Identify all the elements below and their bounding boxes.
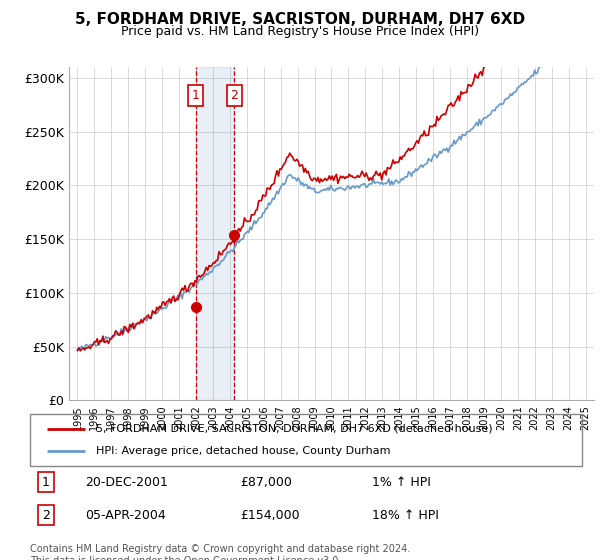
Text: Contains HM Land Registry data © Crown copyright and database right 2024.
This d: Contains HM Land Registry data © Crown c… xyxy=(30,544,410,560)
Text: 1: 1 xyxy=(191,89,199,102)
Text: 20-DEC-2001: 20-DEC-2001 xyxy=(85,475,168,489)
Text: £154,000: £154,000 xyxy=(240,508,299,522)
Text: HPI: Average price, detached house, County Durham: HPI: Average price, detached house, Coun… xyxy=(96,446,391,456)
Text: 1% ↑ HPI: 1% ↑ HPI xyxy=(372,475,431,489)
Text: 18% ↑ HPI: 18% ↑ HPI xyxy=(372,508,439,522)
Text: 2: 2 xyxy=(230,89,238,102)
Text: £87,000: £87,000 xyxy=(240,475,292,489)
Text: 05-APR-2004: 05-APR-2004 xyxy=(85,508,166,522)
Text: 5, FORDHAM DRIVE, SACRISTON, DURHAM, DH7 6XD (detached house): 5, FORDHAM DRIVE, SACRISTON, DURHAM, DH7… xyxy=(96,424,493,434)
Text: 1: 1 xyxy=(42,475,50,489)
Bar xyxy=(196,67,235,400)
Text: 2: 2 xyxy=(42,508,50,522)
Text: 5, FORDHAM DRIVE, SACRISTON, DURHAM, DH7 6XD: 5, FORDHAM DRIVE, SACRISTON, DURHAM, DH7… xyxy=(75,12,525,27)
Text: Price paid vs. HM Land Registry's House Price Index (HPI): Price paid vs. HM Land Registry's House … xyxy=(121,25,479,38)
